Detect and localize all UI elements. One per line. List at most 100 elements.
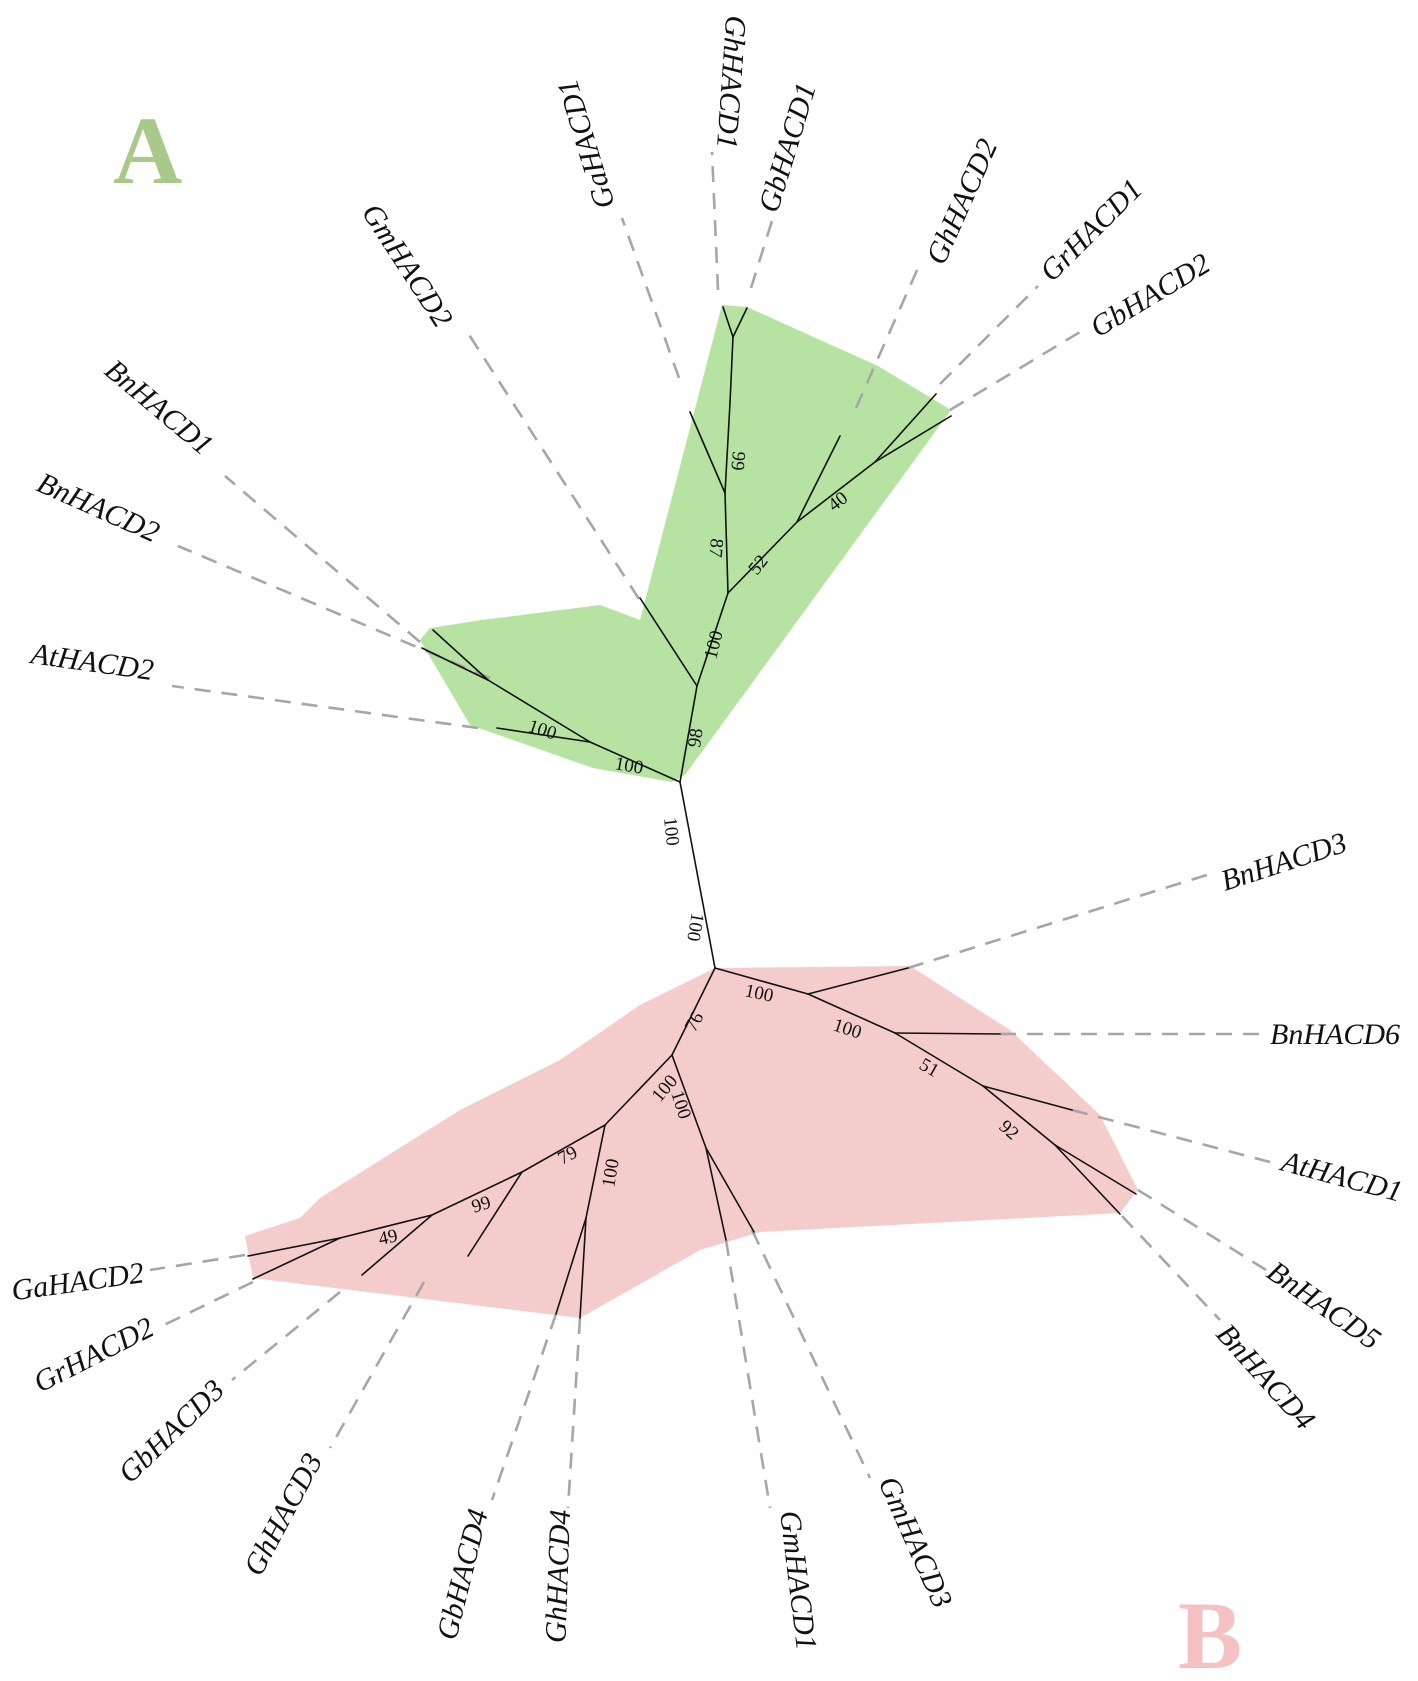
leader-gbhacd3 xyxy=(231,1290,341,1382)
branch-b-ghhacd3 xyxy=(467,1171,523,1257)
leader-gahacd1 xyxy=(620,217,681,379)
leader-gahacd2 xyxy=(149,1253,246,1272)
branch-b-athacd1 xyxy=(982,1085,1073,1111)
leader-ghhacd3 xyxy=(328,1281,426,1449)
branch-a-athacd2 xyxy=(496,727,591,743)
branch-a-bnhacd2 xyxy=(421,647,489,681)
branch-a-7 xyxy=(589,741,681,783)
branch-b-9 xyxy=(521,1124,606,1173)
label-ghhacd4: GhHACD4 xyxy=(539,1509,577,1643)
branch-b-gbhacd4 xyxy=(555,1217,587,1315)
bootstrap-100-c: 100 xyxy=(613,753,645,779)
branch-b-gmhacd3 xyxy=(705,1147,755,1233)
leader-grhacd1 xyxy=(939,285,1039,385)
branch-a-bnhacd1 xyxy=(432,629,489,681)
branch-b-grhacd2 xyxy=(252,1237,341,1280)
branch-b-4 xyxy=(982,1085,1056,1146)
label-gmhacd2: GmHACD2 xyxy=(355,198,459,333)
bootstrap-87: 87 xyxy=(704,538,727,559)
branch-b-bnhacd5 xyxy=(1054,1144,1137,1195)
leader-grhacd2 xyxy=(161,1280,254,1328)
label-gahacd1: GaHACD1 xyxy=(551,75,622,212)
branch-a-ghhacd1 xyxy=(722,306,734,338)
label-bnhacd5: BnHACD5 xyxy=(1261,1255,1386,1357)
branch-a-gmhacd2 xyxy=(639,597,698,687)
bootstrap-100-d: 100 xyxy=(659,816,683,847)
label-bnhacd6: BnHACD6 xyxy=(1270,1018,1400,1051)
leader-gmhacd2 xyxy=(464,329,641,600)
branch-b-6 xyxy=(671,1054,707,1149)
clade-b-letter: B xyxy=(1178,1582,1242,1681)
branch-b-8 xyxy=(585,1124,606,1219)
bootstrap-99-a: 99 xyxy=(726,451,749,472)
leader-gbhacd2 xyxy=(949,330,1081,412)
branch-a-gahacd1 xyxy=(689,411,726,494)
leader-gmhacd1 xyxy=(724,1239,772,1509)
branch-b-gmhacd1 xyxy=(705,1147,727,1241)
clade-a-shading xyxy=(420,305,951,782)
branch-b-gahacd2 xyxy=(247,1237,341,1257)
branch-a-stem xyxy=(679,685,698,783)
label-bnhacd4: BnHACD4 xyxy=(1210,1318,1322,1437)
label-gbhacd2: GbHACD2 xyxy=(1085,247,1216,344)
label-gbhacd3: GbHACD3 xyxy=(112,1373,231,1489)
leader-bnhacd3 xyxy=(907,872,1211,970)
tree-branches xyxy=(247,306,1137,1319)
branch-a-6 xyxy=(796,461,876,523)
leader-ghhacd4 xyxy=(566,1317,582,1509)
branch-b-7 xyxy=(604,1054,673,1126)
bootstrap-100-j: 100 xyxy=(598,1157,624,1189)
branch-a-8 xyxy=(487,679,591,743)
branch-b-bnhacd3 xyxy=(807,967,909,995)
branch-b-2 xyxy=(807,993,896,1034)
branch-b-10 xyxy=(431,1171,523,1216)
branch-a-gbhacd2 xyxy=(874,415,952,463)
branch-central xyxy=(679,781,716,969)
branch-b-1 xyxy=(714,967,809,995)
branch-a-1 xyxy=(696,592,729,687)
label-gbhacd1: GbHACD1 xyxy=(752,79,823,216)
branch-a-4 xyxy=(729,336,734,404)
leaf-labels: GaHACD1 GhHACD1 GbHACD1 GhHACD2 GrHACD1 … xyxy=(9,14,1406,1651)
branch-a-3 xyxy=(724,402,731,494)
leader-ghhacd1 xyxy=(710,151,720,291)
bootstrap-100-e: 100 xyxy=(682,911,708,943)
branch-b-3 xyxy=(894,1032,984,1087)
label-ghhacd3: GhHACD3 xyxy=(237,1448,329,1581)
branch-b-ghhacd4 xyxy=(579,1217,587,1319)
branch-a-grhacd1 xyxy=(874,393,937,463)
branch-b-5 xyxy=(671,967,716,1056)
label-ghhacd2: GhHACD2 xyxy=(920,134,1004,269)
label-gmhacd1: GmHACD1 xyxy=(773,1509,823,1652)
label-ghhacd1: GhHACD1 xyxy=(710,14,752,149)
leader-bnhacd4 xyxy=(1121,1215,1221,1321)
label-grhacd1: GrHACD1 xyxy=(1034,173,1149,288)
branch-b-bnhacd6 xyxy=(894,1032,1001,1035)
branch-a-ghhacd2 xyxy=(796,435,841,523)
label-gmhacd3: GmHACD3 xyxy=(872,1471,959,1612)
label-bnhacd1: BnHACD1 xyxy=(99,353,220,462)
leader-athacd2 xyxy=(171,684,479,730)
clade-b-shading xyxy=(245,966,1138,1318)
leader-gbhacd4 xyxy=(490,1313,558,1501)
clade-a-letter: A xyxy=(113,97,182,204)
label-athacd1: AtHACD1 xyxy=(1276,1144,1406,1208)
leader-gmhacd3 xyxy=(750,1229,872,1479)
branch-a-5 xyxy=(727,521,798,594)
branch-a-gbhacd1 xyxy=(732,307,748,338)
label-gbhacd4: GbHACD4 xyxy=(431,1506,495,1643)
branch-a-2 xyxy=(724,492,729,594)
leader-bnhacd5 xyxy=(1137,1188,1267,1272)
label-athacd2: AtHACD2 xyxy=(27,637,156,687)
leader-athacd1 xyxy=(1071,1108,1271,1164)
leader-bnhacd1 xyxy=(224,475,421,643)
label-bnhacd3: BnHACD3 xyxy=(1217,826,1351,898)
branch-b-gbhacd3 xyxy=(361,1214,433,1276)
label-gahacd2: GaHACD2 xyxy=(9,1256,146,1307)
label-bnhacd2: BnHACD2 xyxy=(32,466,164,549)
label-grhacd2: GrHACD2 xyxy=(28,1311,159,1399)
branch-b-11 xyxy=(339,1214,433,1239)
leader-gbhacd1 xyxy=(749,207,778,289)
leader-lines xyxy=(149,151,1271,1509)
